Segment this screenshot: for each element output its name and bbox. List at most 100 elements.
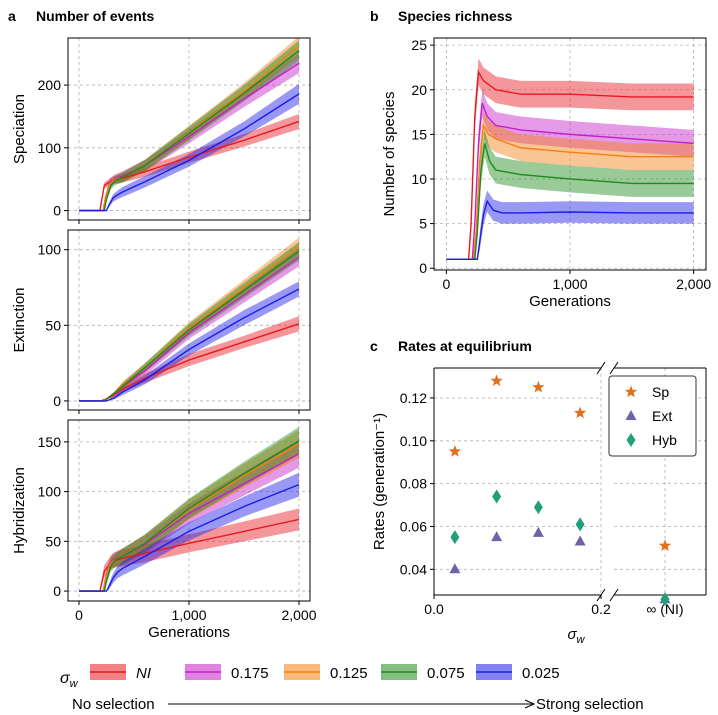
y-tick-label: 50 xyxy=(45,317,61,333)
band-0.175 xyxy=(446,89,694,260)
x-axis-label: σw xyxy=(567,626,585,646)
point-Sp-ni xyxy=(658,539,672,551)
point-Sp xyxy=(448,445,462,457)
x-tick-label: 0 xyxy=(442,276,450,292)
band-0.025 xyxy=(446,190,694,260)
legend: σw NI 0.175 0.125 0.075 0.025 No selection S… xyxy=(60,664,644,713)
y-tick-label: 150 xyxy=(38,434,62,450)
band-NI xyxy=(79,113,299,211)
legend-arrow-left-label: No selection xyxy=(72,696,155,713)
line-0.075 xyxy=(79,49,300,212)
point-Hyb xyxy=(492,489,502,504)
y-tick-label: 100 xyxy=(38,140,62,156)
band-0.125 xyxy=(446,112,694,260)
x-tick-label: 1,000 xyxy=(552,276,587,292)
plot-area-extinction xyxy=(79,237,300,402)
y-tick-label: 15 xyxy=(411,126,427,142)
y-tick-label: 20 xyxy=(411,82,427,98)
line-0.025 xyxy=(446,199,694,260)
point-Hyb xyxy=(575,517,585,532)
point-Ext xyxy=(491,531,503,542)
plot-area-speciation xyxy=(79,38,300,212)
band-0.075 xyxy=(446,129,694,260)
legend-label-Sp: Sp xyxy=(652,384,669,400)
panel-b-title: Species richness xyxy=(398,8,513,24)
axis-break-mark xyxy=(596,361,606,375)
line-0.075 xyxy=(446,143,694,260)
y-tick-label: 0.10 xyxy=(400,433,427,449)
axis-break-mark xyxy=(609,361,619,375)
line-0.075 xyxy=(79,440,300,592)
y-tick-label: 200 xyxy=(38,77,62,93)
legend-label: 0.175 xyxy=(231,665,269,682)
y-tick-label: 0 xyxy=(53,203,61,219)
line-0.075 xyxy=(79,250,300,402)
band-0.175 xyxy=(79,439,299,592)
legend-label: 0.125 xyxy=(330,665,368,682)
panel-extinction: 0 50 100 Extinction xyxy=(11,229,311,414)
point-Sp xyxy=(573,406,587,419)
y-tick-label: 0 xyxy=(53,583,61,599)
plot-area-hybridization xyxy=(79,426,300,592)
axis-break-mark xyxy=(609,588,619,602)
point-Ext xyxy=(449,563,461,574)
chart-panels: 0100200Speciation050100Extinction0501001… xyxy=(11,37,711,646)
legend-marker-Ext xyxy=(625,410,637,420)
rates-legend: Sp Ext Hyb xyxy=(608,375,697,457)
x-tick-label: 0 xyxy=(75,607,83,623)
y-axis-label: Extinction xyxy=(11,287,28,352)
x-axis-label: Generations xyxy=(148,624,230,641)
y-tick-label: 25 xyxy=(411,37,427,53)
point-Hyb xyxy=(450,530,460,545)
legend-label-Hyb: Hyb xyxy=(652,432,677,448)
x-tick-label: 0.0 xyxy=(424,601,444,617)
y-axis-label: Speciation xyxy=(11,94,28,164)
y-tick-label: 10 xyxy=(411,171,427,187)
panel-b-letter: b xyxy=(370,8,379,24)
point-Ext xyxy=(574,535,586,546)
panel-c-title: Rates at equilibrium xyxy=(398,338,532,354)
line-NI xyxy=(446,69,694,260)
point-Hyb xyxy=(533,500,543,515)
point-Hyb-ni xyxy=(660,592,670,607)
y-tick-label: 5 xyxy=(419,216,427,232)
legend-label-Ext: Ext xyxy=(652,408,672,424)
y-tick-label: 0 xyxy=(53,393,61,409)
panel-c-letter: c xyxy=(370,338,378,354)
y-tick-label: 100 xyxy=(38,242,62,258)
line-0.025 xyxy=(79,93,300,212)
y-axis-label: Rates (generation⁻¹) xyxy=(371,413,388,550)
point-Sp xyxy=(532,380,545,393)
legend-sigma-symbol: σw xyxy=(60,670,79,690)
y-tick-label: 0.04 xyxy=(400,561,427,577)
line-0.025 xyxy=(79,288,300,402)
y-axis-label: Number of species xyxy=(381,91,398,216)
y-tick-label: 50 xyxy=(45,533,61,549)
y-tick-label: 100 xyxy=(38,484,62,500)
legend-arrow-right-label: Strong selection xyxy=(536,696,644,713)
legend-marker-Sp xyxy=(624,385,638,398)
legend-arrow-head xyxy=(524,699,536,709)
panel-rates: 0.04 0.06 0.08 0.10 0.12 0.0 0.2 ∞ (NI) σw Rates … xyxy=(371,361,707,646)
legend-label: NI xyxy=(136,665,151,682)
band-0.125 xyxy=(79,38,299,211)
band-0.075 xyxy=(79,40,299,211)
panel-richness: 0 5 10 15 20 25 0 1,000 2,000 Generations Number o… xyxy=(381,37,711,310)
point-Ext xyxy=(532,526,544,537)
x-tick-label-ni: ∞ (NI) xyxy=(646,601,683,617)
panel-speciation: 0 100 200 Speciation xyxy=(11,37,311,224)
band-NI xyxy=(79,508,299,592)
x-tick-label: 0.2 xyxy=(591,601,611,617)
line-0.125 xyxy=(446,123,694,260)
y-tick-label: 0.08 xyxy=(400,476,427,492)
line-0.175 xyxy=(446,102,694,260)
y-tick-label: 0 xyxy=(419,260,427,276)
band-NI xyxy=(79,316,299,401)
legend-marker-Hyb xyxy=(626,433,636,447)
plot-area-richness xyxy=(446,58,694,260)
line-NI xyxy=(79,323,300,402)
point-Sp xyxy=(490,374,503,387)
panel-a-title: Number of events xyxy=(36,8,154,24)
panel-hybridization: 0 50 100 150 0 1,000 2,000 Generations Hybridiza… xyxy=(11,419,317,641)
y-axis-label: Hybridization xyxy=(11,467,28,554)
